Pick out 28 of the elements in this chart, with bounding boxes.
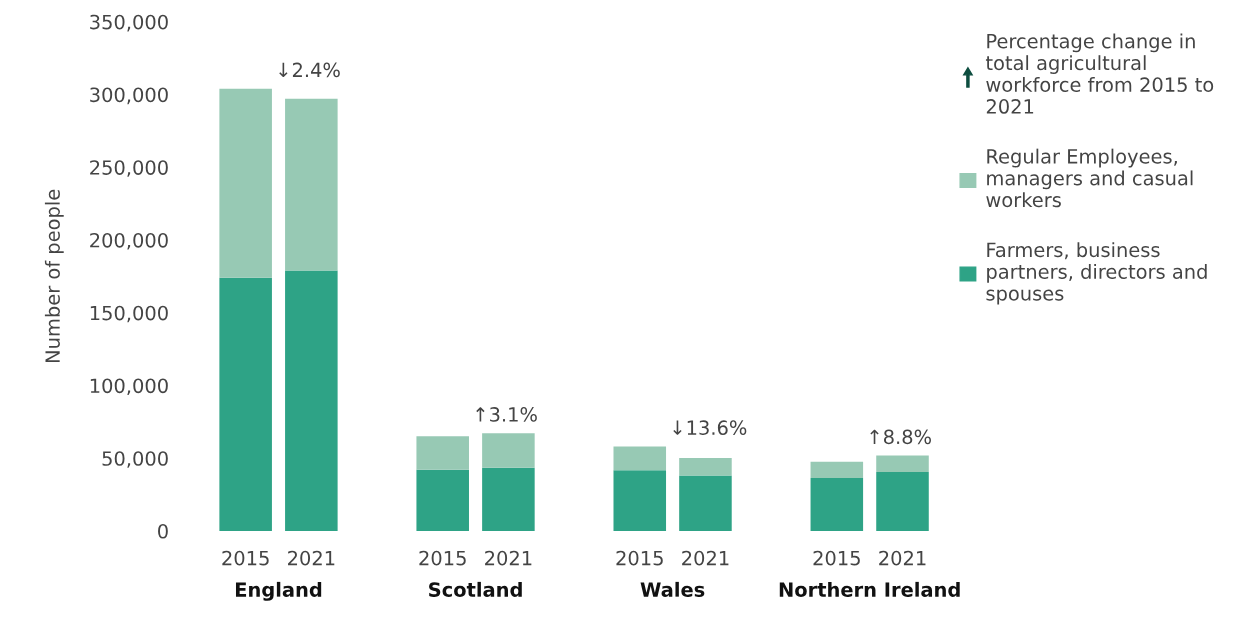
x-tick-label: 2015 [616, 550, 663, 566]
text: Wales [640, 581, 705, 597]
x-tick-label: 2015 [222, 550, 269, 566]
x-tick-label: 2015 [419, 550, 466, 566]
x-tick-label: 2021 [485, 550, 532, 566]
text: Percentage change in total agricultural workforce from 2015 to 2021 [985, 33, 1214, 114]
y-tick-label: 150,000 [90, 305, 168, 323]
annotation: ↓2.4% [279, 62, 340, 78]
y-tick-label: 300,000 [90, 87, 168, 105]
text: Scotland [429, 581, 522, 597]
y-tick-label: 100,000 [90, 378, 168, 396]
y-tick-label: 350,000 [90, 14, 168, 32]
x-tick-label: 2015 [813, 550, 860, 566]
y-tick-label: 50,000 [102, 451, 168, 468]
legend-label: Farmers, business partners, directors and spouses [986, 242, 1207, 305]
text: Northern Ireland [779, 581, 960, 597]
x-tick-label: 2021 [879, 550, 926, 566]
annotation: ↑3.1% [476, 407, 537, 422]
y-axis-title: Number of people [44, 189, 64, 362]
y-tick-label: 0 [158, 523, 168, 539]
legend-label: Regular Employees, managers and casual workers [986, 148, 1193, 208]
y-tick-label: 200,000 [90, 232, 168, 250]
x-tick-label: 2021 [288, 550, 335, 566]
y-tick-label: 250,000 [90, 160, 168, 177]
text: England [235, 581, 322, 601]
x-tick-label: 2021 [682, 550, 729, 566]
annotation: ↓13.6% [673, 420, 747, 436]
annotation: ↑8.8% [870, 429, 931, 445]
